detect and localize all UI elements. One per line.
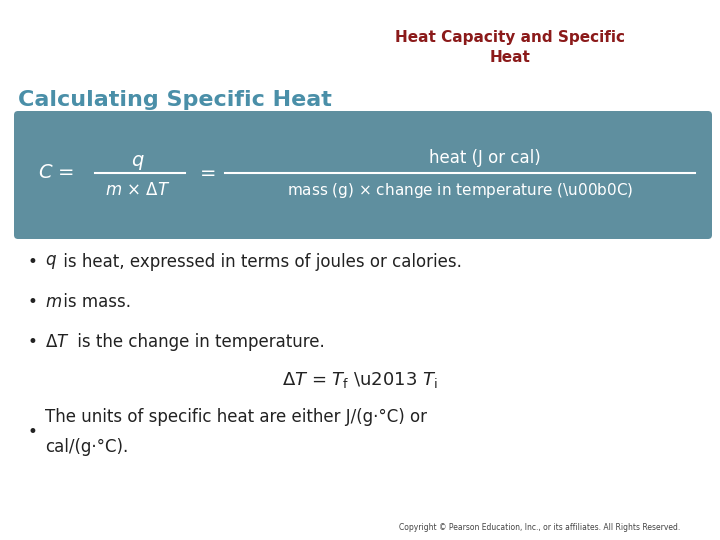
Text: •: • — [28, 253, 38, 271]
Text: $\mathit{q}$: $\mathit{q}$ — [45, 253, 57, 271]
Text: Copyright © Pearson Education, Inc., or its affiliates. All Rights Reserved.: Copyright © Pearson Education, Inc., or … — [400, 523, 680, 532]
Text: The units of specific heat are either J/(g·°C) or
cal/(g·°C).: The units of specific heat are either J/… — [45, 408, 427, 456]
Text: $\mathit{\Delta T}$: $\mathit{\Delta T}$ — [45, 333, 70, 351]
FancyBboxPatch shape — [14, 111, 712, 239]
Text: =: = — [200, 164, 217, 183]
Text: $\mathit{m}$: $\mathit{m}$ — [45, 293, 62, 311]
Text: $\mathit{m}$ $\times$ $\mathit{\Delta T}$: $\mathit{m}$ $\times$ $\mathit{\Delta T}… — [105, 181, 171, 199]
Text: heat (J or cal): heat (J or cal) — [429, 149, 541, 167]
Text: •: • — [28, 333, 38, 351]
Text: $\mathit{C}$ =: $\mathit{C}$ = — [38, 164, 74, 183]
Text: $\mathit{q}$: $\mathit{q}$ — [131, 152, 145, 172]
Text: Calculating Specific Heat: Calculating Specific Heat — [18, 90, 332, 110]
Text: Heat Capacity and Specific
Heat: Heat Capacity and Specific Heat — [395, 30, 625, 65]
Text: is the change in temperature.: is the change in temperature. — [72, 333, 325, 351]
Text: mass (g) $\times$ change in temperature (\u00b0C): mass (g) $\times$ change in temperature … — [287, 181, 634, 200]
Text: $\mathit{\Delta T}$ = $\mathit{T}_\mathrm{f}$ \u2013 $\mathit{T}_\mathrm{i}$: $\mathit{\Delta T}$ = $\mathit{T}_\mathr… — [282, 370, 438, 390]
Text: •: • — [28, 293, 38, 311]
Text: •: • — [28, 423, 38, 441]
Text: is mass.: is mass. — [58, 293, 131, 311]
Text: is heat, expressed in terms of joules or calories.: is heat, expressed in terms of joules or… — [58, 253, 462, 271]
